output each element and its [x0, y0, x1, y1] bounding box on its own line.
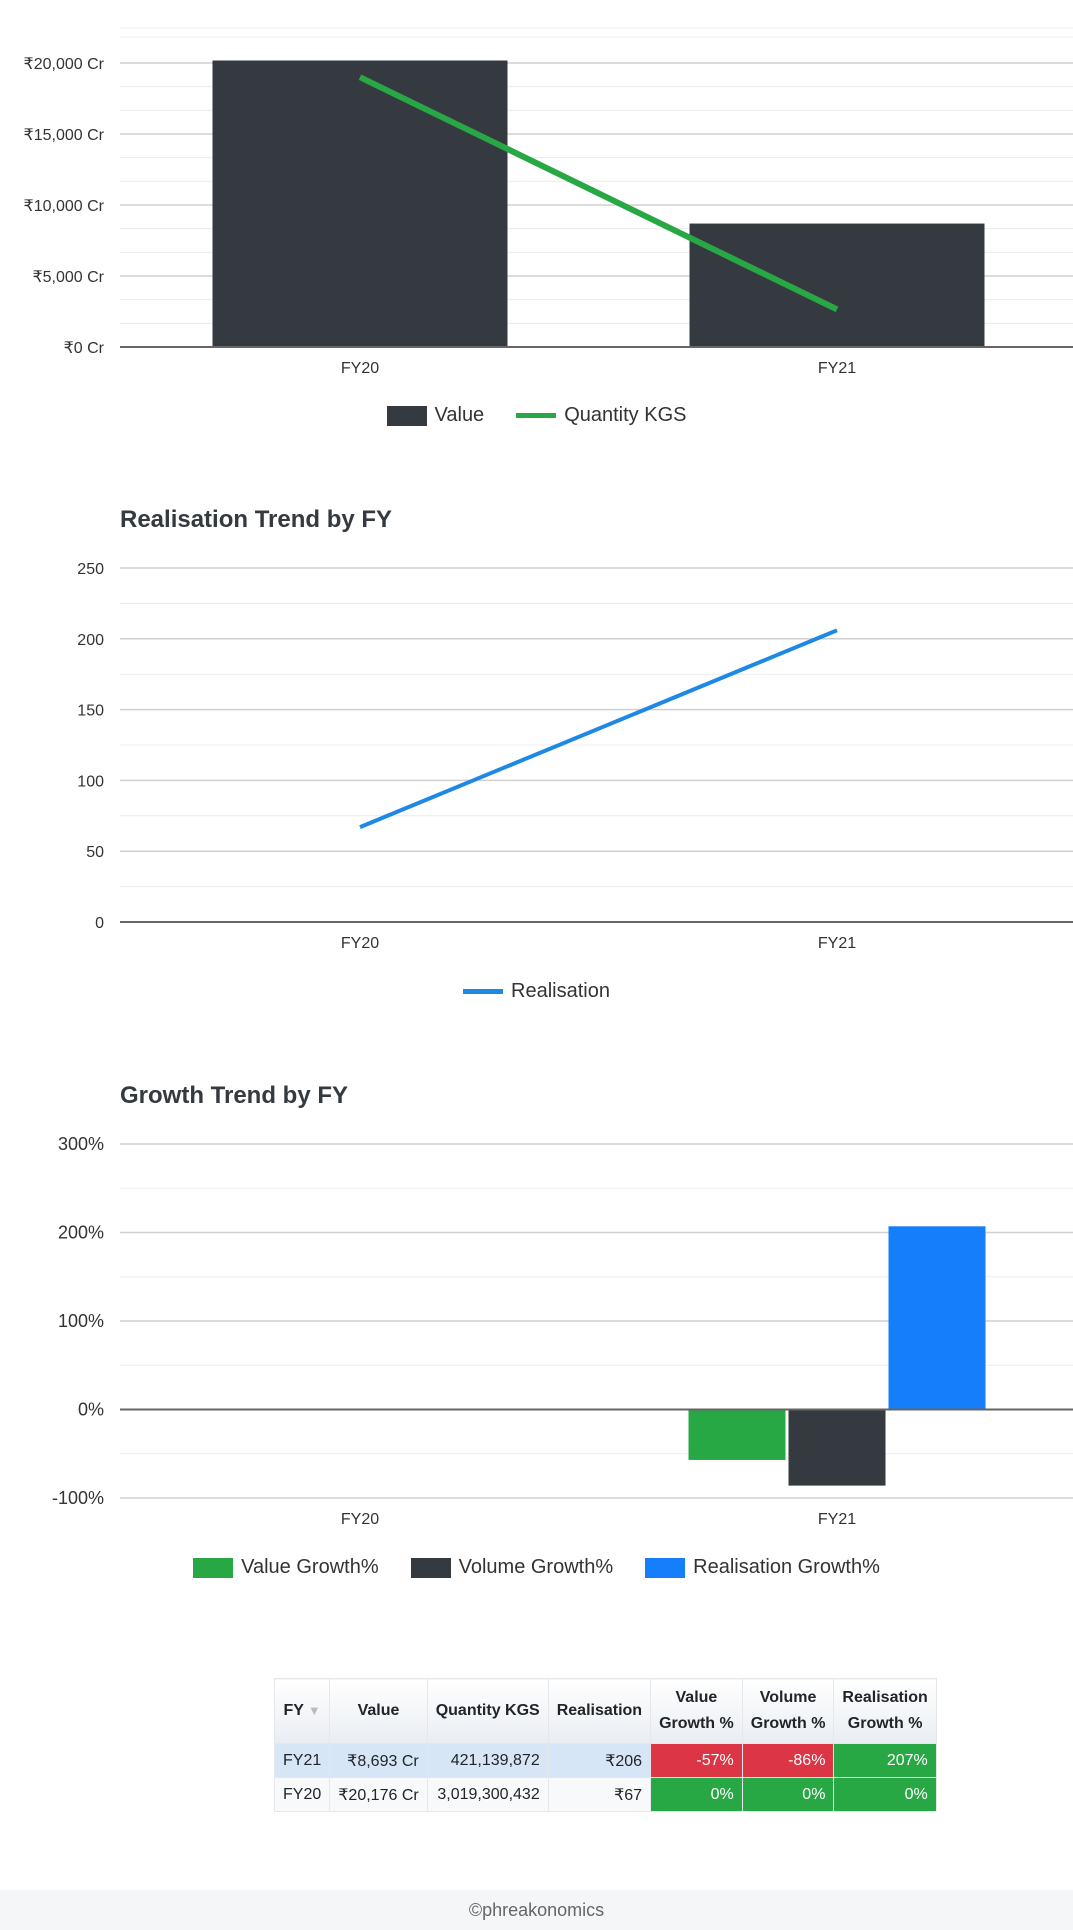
legend-label-quantity-kgs: Quantity KGS	[564, 404, 687, 426]
y-tick-label: 200	[77, 632, 104, 649]
legend-item-quantity-kgs[interactable]: Quantity KGS	[516, 404, 686, 427]
legend-swatch-quantity-kgs	[516, 413, 557, 418]
cell-realisation-growth: 0%	[833, 1777, 937, 1812]
legend-swatch-realisation-growth	[645, 1557, 686, 1578]
value-quantity-chart: ₹0 Cr ₹5,000 Cr ₹10,000 Cr ₹15,000 Cr ₹20,00…	[24, 27, 1073, 377]
x-tick-label: FY21	[818, 935, 856, 952]
y-tick-label: ₹20,000 Cr	[24, 56, 105, 73]
col-header-realisation-growth[interactable]: Realisation Growth %	[833, 1678, 937, 1744]
y-tick-label: 100	[77, 773, 104, 790]
cell-realisation-growth: 207%	[833, 1743, 937, 1778]
growth-chart-title: Growth Trend by FY	[120, 1082, 349, 1109]
x-tick-label: FY20	[341, 360, 379, 377]
col-header-volume-growth[interactable]: Volume Growth %	[741, 1678, 835, 1744]
legend-label-value: Value	[434, 404, 485, 426]
x-tick-label: FY20	[341, 935, 379, 952]
cell-realisation: ₹67	[547, 1777, 652, 1812]
y-tick-label: ₹0 Cr	[64, 340, 105, 357]
y-tick-label: ₹5,000 Cr	[32, 269, 104, 286]
bar-value-growth	[688, 1409, 786, 1460]
growth-legend: Value Growth% Volume Growth% Realisation…	[0, 1556, 1073, 1579]
legend-swatch-realisation	[463, 989, 504, 994]
cell-value: ₹8,693 Cr	[329, 1743, 428, 1778]
legend-swatch-value	[386, 405, 427, 426]
x-tick-label: FY20	[341, 1511, 379, 1528]
legend-swatch-volume-growth	[410, 1557, 451, 1578]
y-tick-label: 250	[77, 561, 104, 578]
cell-realisation: ₹206	[547, 1743, 652, 1778]
cell-quantity: 421,139,872	[426, 1743, 549, 1778]
x-tick-label: FY21	[818, 360, 856, 377]
bar-volume-growth	[788, 1409, 886, 1486]
line-realisation	[359, 628, 838, 829]
bar-realisation-growth	[888, 1226, 986, 1410]
footer: ©phreakonomics	[0, 1890, 1073, 1930]
realisation-trend-chart: 0 50 100 150 200 250 FY20 FY21	[77, 561, 1073, 952]
cell-quantity: 3,019,300,432	[426, 1777, 549, 1812]
legend-item-volume-growth[interactable]: Volume Growth%	[410, 1556, 614, 1579]
bar-value	[212, 60, 508, 348]
legend-swatch-value-growth	[193, 1557, 234, 1578]
y-tick-label: 100%	[58, 1311, 104, 1331]
col-header-quantity[interactable]: Quantity KGS	[426, 1678, 549, 1744]
y-tick-label: -100%	[52, 1488, 104, 1508]
legend-label-value-growth: Value Growth%	[241, 1556, 379, 1578]
table-row: FY20 ₹20,176 Cr 3,019,300,432 ₹67 0% 0% …	[273, 1777, 937, 1812]
col-header-value-growth[interactable]: Value Growth %	[650, 1678, 743, 1744]
cell-fy: FY21	[273, 1743, 331, 1778]
legend-label-realisation: Realisation	[511, 980, 610, 1002]
realisation-legend: Realisation	[0, 980, 1073, 1003]
x-tick-label: FY21	[818, 1511, 856, 1528]
y-tick-label: 150	[77, 703, 104, 720]
cell-value: ₹20,176 Cr	[329, 1777, 428, 1812]
legend-item-realisation[interactable]: Realisation	[463, 980, 610, 1003]
bar-value	[689, 223, 985, 347]
y-tick-label: 0%	[78, 1400, 104, 1420]
realisation-chart-title: Realisation Trend by FY	[120, 506, 393, 533]
footer-copyright: ©phreakonomics	[468, 1900, 605, 1920]
legend-item-value-growth[interactable]: Value Growth%	[193, 1556, 379, 1579]
growth-trend-chart: -100% 0% 100% 200% 300% FY20 FY21	[52, 1134, 1073, 1528]
y-tick-label: 50	[86, 844, 104, 861]
legend-label-realisation-growth: Realisation Growth%	[693, 1556, 880, 1578]
cell-volume-growth: 0%	[741, 1777, 835, 1812]
cell-fy: FY20	[273, 1777, 331, 1812]
cell-value-growth: 0%	[650, 1777, 743, 1812]
y-tick-label: ₹10,000 Cr	[24, 198, 105, 215]
table-row: FY21 ₹8,693 Cr 421,139,872 ₹206 -57% -86…	[273, 1743, 937, 1778]
col-header-value[interactable]: Value	[329, 1678, 428, 1744]
value-quantity-legend: Value Quantity KGS	[0, 404, 1073, 427]
y-tick-label: ₹15,000 Cr	[24, 127, 105, 144]
fy-data-table: FY ▼ Value Quantity KGS Realisation Value…	[273, 1678, 937, 1812]
y-tick-label: 0	[95, 915, 104, 932]
cell-volume-growth: -86%	[741, 1743, 835, 1778]
sort-down-icon[interactable]: ▼	[307, 1703, 321, 1718]
line-quantity-kgs	[358, 74, 839, 313]
table-header-row: FY ▼ Value Quantity KGS Realisation Value…	[273, 1678, 937, 1744]
col-header-fy[interactable]: FY ▼	[273, 1678, 331, 1744]
cell-value-growth: -57%	[650, 1743, 743, 1778]
legend-label-volume-growth: Volume Growth%	[458, 1556, 614, 1578]
legend-item-value[interactable]: Value	[386, 404, 485, 427]
col-header-realisation[interactable]: Realisation	[547, 1678, 652, 1744]
y-tick-label: 300%	[58, 1134, 104, 1154]
legend-item-realisation-growth[interactable]: Realisation Growth%	[645, 1556, 880, 1579]
y-tick-label: 200%	[58, 1223, 104, 1243]
